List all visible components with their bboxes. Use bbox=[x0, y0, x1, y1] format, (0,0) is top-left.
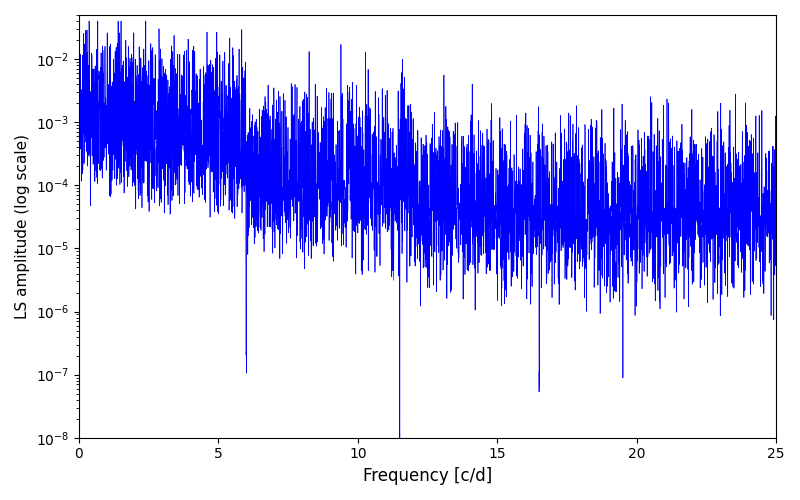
Y-axis label: LS amplitude (log scale): LS amplitude (log scale) bbox=[15, 134, 30, 319]
X-axis label: Frequency [c/d]: Frequency [c/d] bbox=[363, 467, 492, 485]
